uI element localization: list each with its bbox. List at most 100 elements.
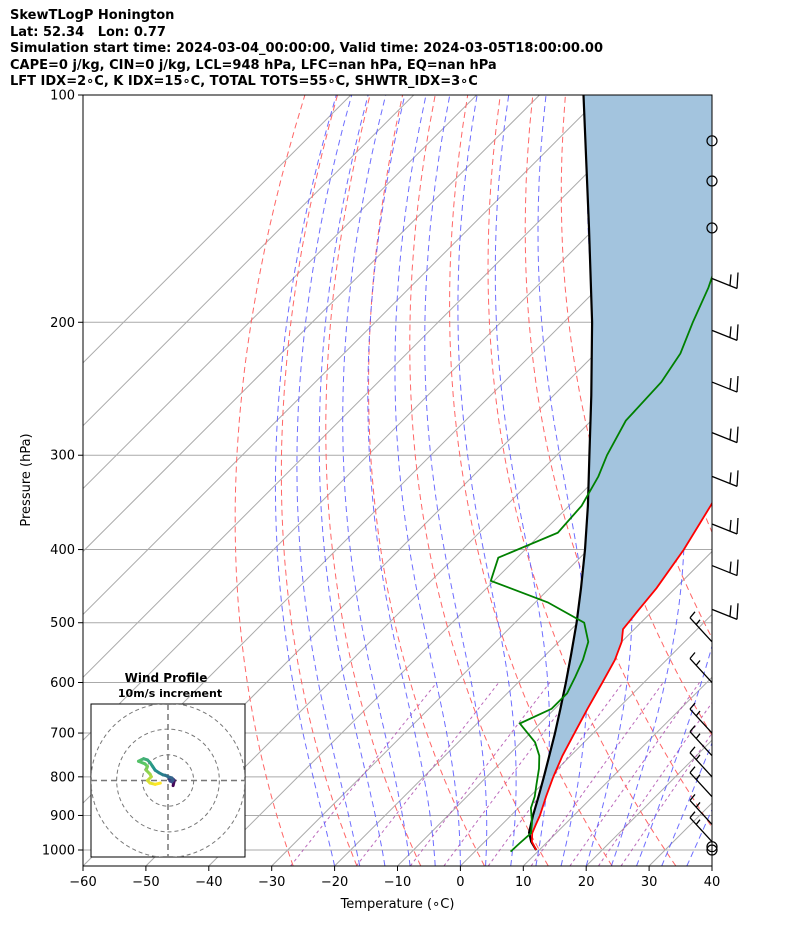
moist-adiabat-line (367, 95, 436, 866)
moist-adiabat-line (342, 95, 411, 866)
cape-line: CAPE=0 j/kg, CIN=0 j/kg, LCL=948 hPa, LF… (10, 57, 497, 73)
x-tick-label: −60 (69, 875, 96, 890)
cin-fill-area (529, 95, 712, 850)
wind-barb (711, 324, 739, 341)
wind-barb-calm-circle (706, 844, 718, 856)
wind-barb-staff (689, 611, 713, 643)
isotherm-line (83, 95, 603, 616)
y-tick-label: 400 (50, 543, 75, 558)
mixing-ratio-line (290, 682, 438, 866)
moist-adiabat-line (318, 95, 386, 866)
mixing-ratio-line (355, 682, 500, 866)
isotherm-line (83, 95, 540, 553)
wind-barb-staff (711, 324, 739, 341)
wind-barb (689, 794, 713, 825)
moist-adiabat-line (537, 95, 589, 866)
isotherm-line (334, 487, 712, 866)
wind-barb (711, 517, 739, 535)
wind-barb-staff (689, 725, 713, 757)
y-tick-label: 200 (50, 316, 75, 331)
wind-barb-calm-circle (706, 175, 718, 187)
wind-barb-staff (711, 603, 739, 620)
location-line: Lat: 52.34 Lon: 0.77 (10, 24, 166, 40)
moist-adiabat-line (737, 95, 794, 866)
y-tick-label: 600 (50, 676, 75, 691)
hodograph-trace-segment (153, 781, 162, 786)
dry-adiabat-line (524, 95, 712, 829)
x-tick-label: −10 (384, 875, 411, 890)
isotherm-line (83, 95, 352, 364)
wind-barb-calm-circle (706, 135, 718, 147)
dry-adiabat-line (325, 95, 422, 866)
wind-barb (711, 559, 739, 577)
moist-adiabat-line (711, 864, 712, 866)
isotherm-line (460, 613, 712, 866)
wind-barb-staff (689, 794, 713, 825)
x-tick-label: −50 (132, 875, 159, 890)
wind-barb (706, 841, 718, 853)
wind-barb (689, 725, 713, 757)
wind-barb-staff (711, 376, 739, 393)
mixing-ratio-line (597, 701, 712, 866)
wind-barb (711, 272, 739, 290)
profile-series (489, 95, 712, 853)
wind-barb-staff (711, 517, 739, 535)
wind-barb-staff (689, 766, 713, 798)
isotherm-line (145, 299, 712, 866)
x-axis-label: Temperature (∘C) (340, 897, 455, 912)
wind-barb-staff (689, 811, 713, 843)
moist-adiabat-line (394, 95, 461, 866)
wind-barb (711, 470, 739, 487)
wind-barb-staff (711, 272, 739, 290)
moist-adiabat-line (494, 95, 550, 866)
x-tick-label: 40 (704, 875, 721, 890)
isotherm-line (775, 95, 794, 866)
isotherm-line (83, 95, 415, 427)
y-tick-label: 100 (50, 89, 75, 104)
isotherm-line (711, 865, 712, 866)
axes: Temperature (∘C) Pressure (hPa) −60 −50 −4… (19, 89, 720, 913)
moist-adiabat-line (424, 95, 488, 866)
wind-barb (689, 746, 713, 778)
mixing-ratio-line (443, 682, 582, 866)
moist-adiabat-line (296, 95, 361, 866)
dry-adiabat-line (368, 95, 485, 866)
mixing-ratio-line (530, 682, 664, 866)
isotherm-lines (83, 95, 794, 866)
dry-adiabat-line (449, 95, 613, 866)
parcel-profile-line (527, 95, 594, 851)
x-tick-label: 0 (456, 875, 464, 890)
y-tick-label: 700 (50, 727, 75, 742)
hodograph-plot (91, 704, 245, 857)
y-tick-label: 500 (50, 616, 75, 631)
dry-adiabat-line (409, 95, 549, 866)
hodograph-subtitle: 10m/s increment (118, 687, 222, 700)
isotherm-line (83, 95, 666, 679)
wind-barb (689, 766, 713, 798)
chart-title: SkewTLogP Honington (10, 8, 175, 23)
wind-barb (689, 702, 713, 734)
wind-barb-calm-circle (706, 841, 718, 853)
y-tick-label: 300 (50, 449, 75, 464)
dry-adiabat-line (761, 95, 794, 866)
wind-barb-staff (711, 426, 739, 444)
wind-barb-staff (711, 559, 739, 577)
isotherm-line (271, 424, 712, 866)
y-tick-label: 800 (50, 770, 75, 785)
wind-barb-staff (689, 702, 713, 734)
moist-adiabat-line (274, 95, 337, 866)
wind-barb (706, 844, 718, 856)
x-tick-label: −40 (195, 875, 222, 890)
time-line: Simulation start time: 2024-03-04_00:00:… (10, 41, 603, 56)
wind-barb (689, 611, 713, 643)
moist-adiabat-line (610, 95, 685, 866)
chart-title-block: SkewTLogP Honington Lat: 52.34 Lon: 0.77… (10, 8, 790, 91)
wind-barb (711, 426, 739, 444)
temperature-profile-line (530, 501, 712, 851)
x-tick-label: 30 (641, 875, 658, 890)
wind-barb (711, 603, 739, 620)
x-tick-label: 10 (515, 875, 532, 890)
dewpoint-profile-line (489, 274, 712, 853)
x-tick-label: 20 (578, 875, 595, 890)
